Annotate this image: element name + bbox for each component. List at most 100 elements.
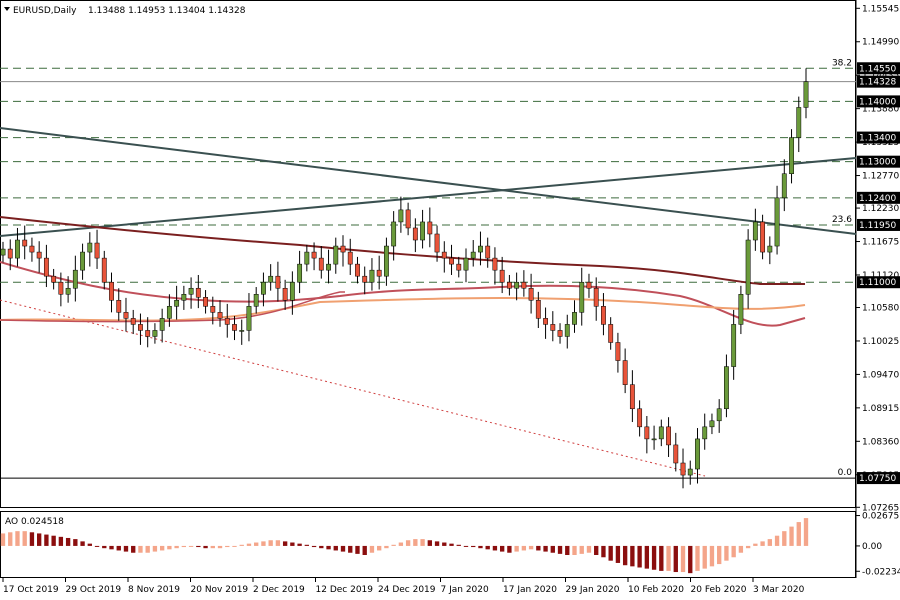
ao-bar	[102, 545, 107, 549]
ao-bar	[594, 545, 599, 555]
bear-candle	[7, 248, 13, 259]
ao-bar	[514, 545, 519, 552]
date-tick-label: 10 Feb 2020	[628, 585, 684, 595]
bear-candle	[376, 269, 382, 277]
bear-candle	[666, 426, 671, 446]
date-tick-label: 29 Jan 2020	[566, 585, 620, 595]
bear-candle	[217, 312, 223, 319]
ao-bar	[485, 545, 490, 550]
ao-bar	[203, 545, 208, 549]
candlesticks	[0, 68, 809, 489]
bear-candle	[629, 384, 635, 410]
ao-bar	[152, 545, 158, 552]
ao-bar	[680, 545, 686, 573]
collapse-triangle-icon[interactable]	[4, 7, 10, 11]
bull-candle	[72, 269, 78, 289]
date-tick-label: 20 Feb 2020	[691, 585, 747, 595]
bear-candle	[550, 324, 556, 331]
bear-candle	[543, 318, 548, 325]
bear-candle	[615, 342, 621, 361]
ao-bar	[601, 545, 606, 558]
ao-bar	[138, 545, 143, 553]
bull-candle	[579, 281, 585, 313]
bear-candle	[145, 330, 151, 337]
bear-candle	[492, 257, 498, 271]
ao-bar	[507, 545, 512, 553]
ma-100-line	[0, 261, 806, 327]
ao-bar	[767, 539, 772, 546]
bull-candle	[774, 197, 780, 247]
bear-candle	[434, 233, 440, 253]
price-tick-label: 1.12770	[862, 172, 899, 182]
ao-bar	[377, 545, 382, 551]
bull-candle	[289, 281, 295, 301]
level-label-box	[857, 276, 900, 289]
horizontal-levels	[0, 67, 856, 479]
bear-candle	[275, 275, 281, 289]
bull-candle	[297, 263, 303, 283]
ao-bar	[73, 539, 78, 546]
bear-candle	[528, 287, 534, 301]
level-label: 1.11000	[859, 278, 896, 288]
date-tick-label: 17 Oct 2019	[3, 585, 59, 595]
ao-tick-label: -0.02234	[862, 567, 900, 577]
bull-candle	[695, 438, 700, 470]
bull-candle	[709, 420, 715, 428]
price-tick-label: 1.11675	[862, 238, 899, 248]
date-tick-label: 12 Dec 2019	[316, 585, 374, 595]
ao-bar	[789, 526, 794, 546]
bear-candle	[506, 281, 512, 289]
bull-candle	[463, 257, 469, 271]
bull-candle	[239, 330, 245, 332]
ao-bar	[565, 545, 570, 555]
ao-bar	[326, 545, 331, 550]
bull-candle	[572, 312, 577, 325]
ao-bar	[268, 540, 273, 546]
bear-candle	[637, 408, 643, 428]
bear-candle	[441, 251, 447, 259]
bear-candle	[318, 257, 324, 271]
ao-bar	[225, 545, 230, 548]
ascending-trendline	[0, 157, 857, 237]
bull-candle	[391, 221, 397, 247]
ao-bar	[782, 531, 787, 546]
bear-candle	[22, 239, 28, 247]
ao-bar	[398, 542, 404, 546]
ao-bar	[44, 534, 49, 546]
ao-bar	[413, 539, 418, 546]
bear-candle	[195, 287, 201, 298]
ao-bar	[167, 545, 172, 550]
current-price-label: 1.14328	[859, 78, 896, 88]
ao-bar	[463, 545, 469, 547]
ao-bar	[673, 545, 678, 573]
main-plot-frame	[0, 0, 856, 508]
date-tick-label: 29 Oct 2019	[66, 585, 122, 595]
bull-candle	[65, 287, 71, 295]
bear-candle	[109, 281, 114, 301]
fib-level-label: 0.0	[838, 468, 853, 478]
bull-candle	[803, 81, 809, 108]
level-label-box	[857, 131, 900, 144]
bull-candle	[789, 137, 794, 174]
ao-bar	[145, 545, 150, 553]
ao-bar	[803, 518, 809, 546]
bear-candle	[405, 209, 411, 229]
bear-candle	[622, 360, 628, 385]
ao-bar	[391, 544, 396, 546]
ao-bar	[275, 540, 281, 546]
date-tick-label: 7 Jan 2020	[441, 585, 489, 595]
bear-candle	[412, 227, 418, 241]
bear-candle	[521, 281, 527, 289]
ao-bar	[311, 545, 317, 548]
price-tick-label: 1.13880	[862, 105, 899, 115]
ao-bar	[58, 536, 64, 546]
level-label-box	[857, 191, 900, 204]
bull-candle	[781, 173, 787, 199]
ao-tick-label: 0.02675	[862, 512, 899, 522]
ao-bar	[492, 545, 498, 551]
ao-bar	[22, 531, 27, 546]
level-label-box	[857, 95, 900, 108]
bear-candle	[116, 300, 122, 313]
ao-bar	[217, 545, 223, 549]
bear-candle	[232, 324, 237, 331]
